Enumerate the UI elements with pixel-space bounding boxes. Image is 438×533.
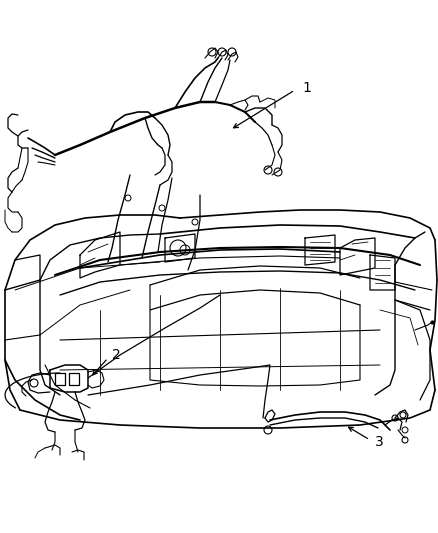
Text: 2: 2	[112, 348, 120, 362]
Text: 3: 3	[374, 435, 383, 449]
Text: 1: 1	[301, 81, 310, 95]
